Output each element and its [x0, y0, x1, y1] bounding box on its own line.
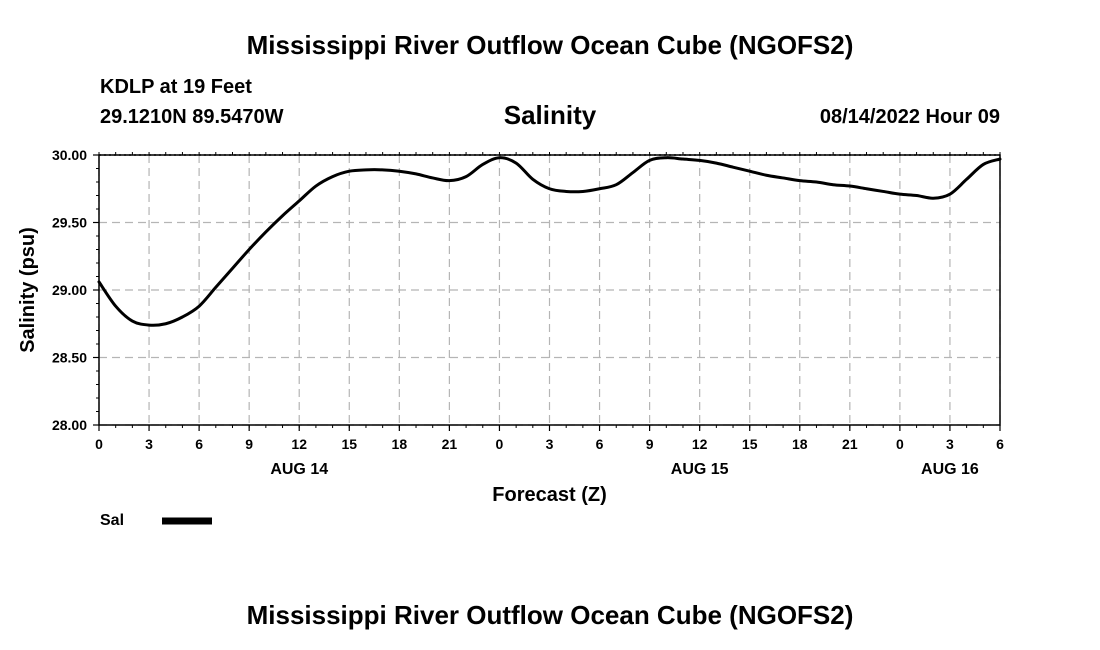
- legend-label: Sal: [100, 512, 124, 529]
- x-tick-label: 15: [341, 436, 357, 452]
- x-tick-label: 18: [792, 436, 808, 452]
- x-tick-label: 9: [245, 436, 253, 452]
- grid: [98, 154, 1001, 426]
- y-tick-label: 30.00: [52, 147, 87, 163]
- legend: Sal: [100, 512, 212, 529]
- x-tick-label: 15: [742, 436, 758, 452]
- plot-frame: [98, 154, 1001, 426]
- x-tick-label: 9: [646, 436, 654, 452]
- station-label: KDLP at 19 Feet: [100, 76, 252, 98]
- page-title: Mississippi River Outflow Ocean Cube (NG…: [246, 30, 854, 60]
- series: [97, 156, 1002, 327]
- x-tick-label: 21: [842, 436, 858, 452]
- x-tick-label: 0: [95, 436, 103, 452]
- x-tick-label: 6: [596, 436, 604, 452]
- x-tick-label: 18: [392, 436, 408, 452]
- x-tick-label: 6: [195, 436, 203, 452]
- footer-title: Mississippi River Outflow Ocean Cube (NG…: [246, 600, 854, 630]
- series-line-sal: [97, 156, 1002, 327]
- x-tick-label: 3: [145, 436, 153, 452]
- day-label: AUG 16: [921, 461, 979, 478]
- x-axis-label: Forecast (Z): [492, 484, 606, 506]
- station-coordinates: 29.1210N 89.5470W: [100, 106, 284, 128]
- forecast-run-time: 08/14/2022 Hour 09: [819, 106, 1000, 128]
- y-axis-label: Salinity (psu): [17, 227, 39, 353]
- chart-title: Salinity: [503, 100, 597, 130]
- x-tick-label: 3: [546, 436, 554, 452]
- x-tick-label: 0: [496, 436, 504, 452]
- day-label: AUG 15: [671, 461, 729, 478]
- y-tick-label: 28.50: [52, 350, 87, 366]
- x-tick-label: 12: [291, 436, 307, 452]
- x-tick-label: 3: [946, 436, 954, 452]
- y-tick-label: 29.00: [52, 282, 87, 298]
- x-tick-label: 12: [692, 436, 708, 452]
- y-tick-label: 28.00: [52, 417, 87, 433]
- axes: 28.00 28.50 29.00 29.50 30.00 0 3 6 9 12 15 18 21 0 3 6…: [17, 147, 1004, 506]
- y-tick-label: 29.50: [52, 215, 87, 231]
- day-label: AUG 14: [270, 461, 328, 478]
- x-tick-label: 6: [996, 436, 1004, 452]
- x-tick-label: 21: [442, 436, 458, 452]
- x-tick-label: 0: [896, 436, 904, 452]
